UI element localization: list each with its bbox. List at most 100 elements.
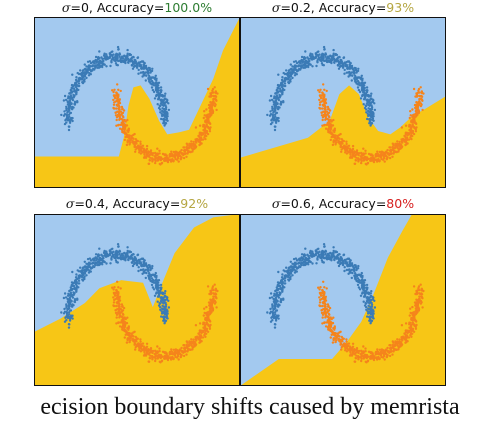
point-lower xyxy=(212,297,215,301)
point-upper xyxy=(131,67,135,70)
point-upper xyxy=(358,288,362,291)
point-upper xyxy=(156,103,159,106)
sigma-symbol: σ xyxy=(65,196,75,211)
point-lower xyxy=(319,101,322,104)
point-upper xyxy=(115,253,118,256)
point-upper xyxy=(94,58,97,62)
point-upper xyxy=(98,247,101,250)
point-lower xyxy=(320,311,324,315)
point-upper xyxy=(275,101,278,104)
point-upper xyxy=(350,74,354,77)
point-upper xyxy=(370,97,373,100)
point-lower xyxy=(113,96,117,99)
point-lower xyxy=(386,346,389,350)
point-upper xyxy=(300,58,303,62)
point-upper xyxy=(160,99,163,102)
point-upper xyxy=(140,67,143,70)
point-lower xyxy=(323,292,326,296)
point-lower xyxy=(212,288,215,292)
point-upper xyxy=(151,273,155,277)
point-lower xyxy=(401,337,404,340)
point-lower xyxy=(420,287,423,290)
point-lower xyxy=(392,350,395,353)
point-upper xyxy=(94,253,98,256)
point-lower xyxy=(182,156,186,160)
point-lower xyxy=(409,333,412,337)
point-lower xyxy=(117,123,120,127)
point-upper xyxy=(328,256,332,259)
plot-frame xyxy=(240,17,446,188)
point-upper xyxy=(310,56,313,59)
point-lower xyxy=(202,321,205,324)
point-lower xyxy=(212,94,215,98)
point-upper xyxy=(120,55,124,58)
point-upper xyxy=(273,294,277,297)
point-upper xyxy=(351,263,354,267)
point-lower xyxy=(213,86,216,89)
point-lower xyxy=(401,139,404,143)
point-lower xyxy=(120,310,123,313)
accuracy-prefix: , Accuracy= xyxy=(310,196,387,211)
point-lower xyxy=(172,357,175,360)
point-upper xyxy=(367,95,371,98)
point-upper xyxy=(354,266,357,269)
point-lower xyxy=(407,133,411,136)
point-upper xyxy=(112,57,115,60)
point-upper xyxy=(160,296,163,300)
point-upper xyxy=(161,307,164,310)
point-upper xyxy=(298,60,301,63)
point-lower xyxy=(115,304,118,308)
point-upper xyxy=(83,71,87,74)
panel-title-1: σ=0, Accuracy=100.0% xyxy=(62,0,212,15)
point-upper xyxy=(334,250,337,253)
point-lower xyxy=(210,301,213,304)
point-upper xyxy=(366,99,369,102)
point-upper xyxy=(140,257,144,260)
point-upper xyxy=(165,298,169,301)
point-upper xyxy=(115,55,118,59)
point-upper xyxy=(302,58,306,61)
point-lower xyxy=(410,132,413,135)
point-lower xyxy=(329,321,333,324)
panel-title-2: σ=0.2, Accuracy=93% xyxy=(272,0,414,15)
point-lower xyxy=(122,109,126,112)
point-upper xyxy=(69,294,73,298)
point-lower xyxy=(327,118,330,121)
point-upper xyxy=(91,261,95,264)
point-upper xyxy=(151,82,155,85)
point-lower xyxy=(385,157,389,160)
point-upper xyxy=(302,255,306,258)
point-lower xyxy=(394,146,397,149)
point-upper xyxy=(266,311,269,314)
point-lower xyxy=(165,354,169,357)
point-lower xyxy=(127,328,130,331)
point-upper xyxy=(153,97,157,100)
point-upper xyxy=(64,98,68,102)
point-lower xyxy=(414,115,417,118)
point-lower xyxy=(412,323,416,326)
point-upper xyxy=(320,53,324,57)
point-upper xyxy=(119,57,122,60)
point-upper xyxy=(302,63,305,67)
point-upper xyxy=(323,245,326,248)
point-upper xyxy=(145,66,148,69)
point-lower xyxy=(396,146,399,150)
point-upper xyxy=(369,298,372,302)
point-upper xyxy=(116,45,120,49)
point-lower xyxy=(332,118,335,122)
point-upper xyxy=(108,249,112,252)
point-upper xyxy=(124,254,128,257)
point-lower xyxy=(122,325,126,328)
point-upper xyxy=(371,119,375,122)
point-lower xyxy=(321,322,324,325)
point-upper xyxy=(354,68,357,72)
point-lower xyxy=(323,100,326,103)
point-upper xyxy=(144,268,148,271)
point-upper xyxy=(370,295,373,298)
point-lower xyxy=(357,152,361,155)
point-upper xyxy=(357,279,361,283)
point-lower xyxy=(207,119,210,122)
point-lower xyxy=(380,151,384,154)
point-lower xyxy=(211,287,214,290)
point-upper xyxy=(158,302,161,305)
